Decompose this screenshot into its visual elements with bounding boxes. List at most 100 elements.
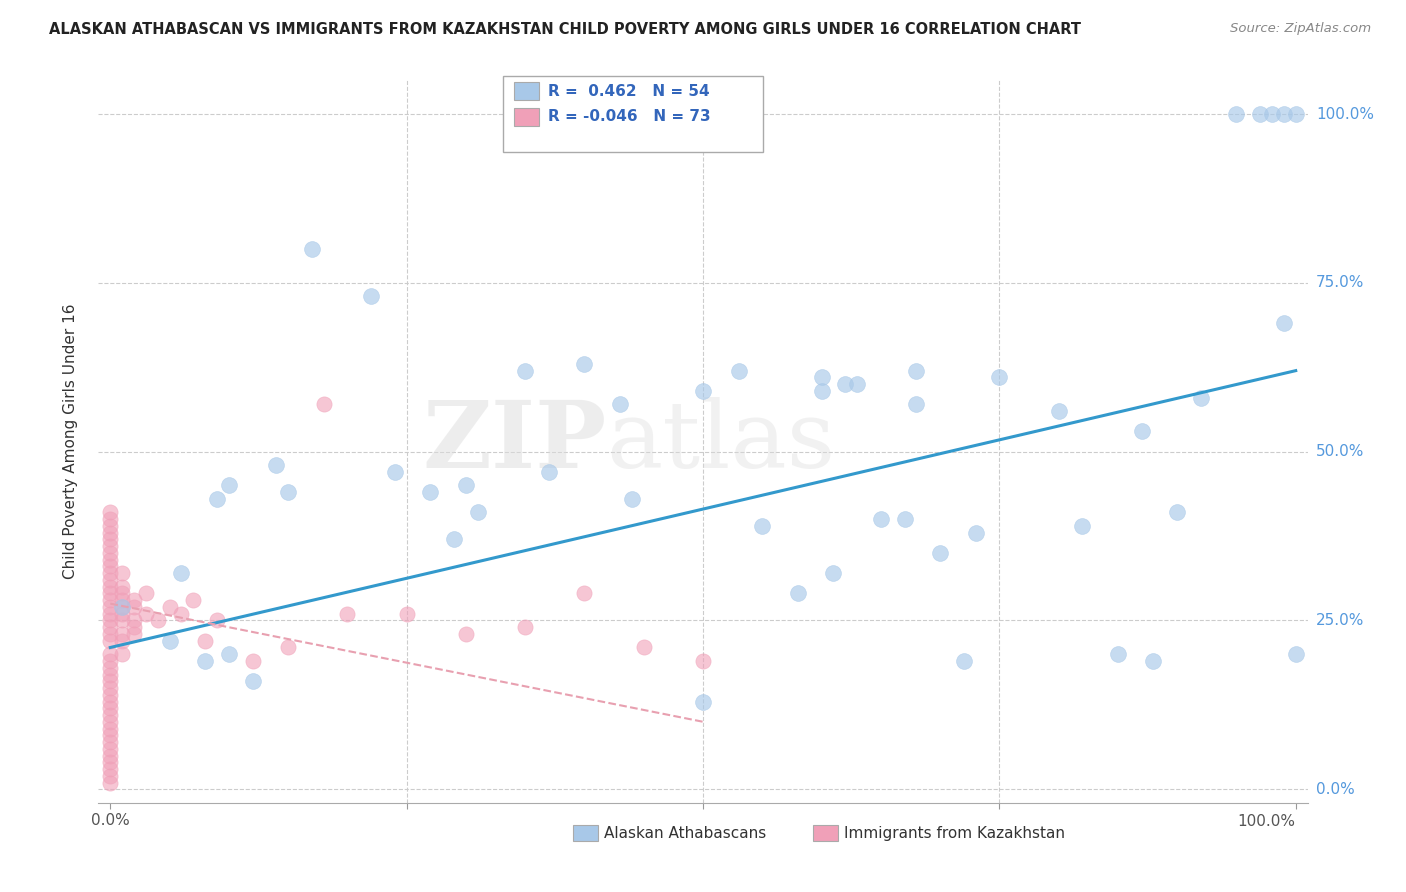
Point	[98, 735, 121, 749]
Point	[98, 519, 121, 533]
Text: 0.0%: 0.0%	[1316, 781, 1354, 797]
Point	[98, 559, 121, 574]
Point	[98, 607, 121, 621]
Point	[98, 708, 121, 723]
Text: Immigrants from Kazakhstan: Immigrants from Kazakhstan	[844, 826, 1064, 840]
Point	[98, 728, 121, 742]
Text: R = -0.046   N = 73: R = -0.046 N = 73	[548, 110, 710, 124]
Point	[111, 586, 134, 600]
Point	[98, 748, 121, 763]
Point	[360, 289, 382, 303]
Point	[751, 519, 773, 533]
Point	[111, 599, 134, 614]
Point	[692, 654, 714, 668]
Point	[786, 586, 808, 600]
Text: R =  0.462   N = 54: R = 0.462 N = 54	[548, 84, 709, 98]
Point	[692, 384, 714, 398]
Point	[122, 627, 145, 641]
Point	[242, 674, 264, 689]
Point	[692, 694, 714, 708]
Point	[810, 384, 832, 398]
Point	[205, 614, 228, 628]
Point	[574, 586, 596, 600]
Point	[98, 674, 121, 689]
Point	[1047, 404, 1070, 418]
Point	[98, 580, 121, 594]
Point	[98, 661, 121, 675]
Point	[1107, 647, 1129, 661]
Point	[98, 627, 121, 641]
Point	[1272, 317, 1295, 331]
Point	[467, 505, 489, 519]
Point	[122, 614, 145, 628]
Point	[111, 593, 134, 607]
Point	[384, 465, 406, 479]
Text: ZIP: ZIP	[422, 397, 606, 486]
Point	[98, 647, 121, 661]
Point	[98, 525, 121, 540]
Point	[122, 599, 145, 614]
Point	[111, 607, 134, 621]
Point	[98, 681, 121, 695]
Point	[454, 627, 477, 641]
Point	[277, 485, 299, 500]
Text: 100.0%: 100.0%	[1316, 106, 1374, 121]
Point	[98, 599, 121, 614]
Point	[620, 491, 643, 506]
Point	[181, 593, 204, 607]
Point	[194, 633, 217, 648]
Point	[98, 701, 121, 715]
Text: 50.0%: 50.0%	[1316, 444, 1364, 459]
Point	[98, 714, 121, 729]
Point	[98, 756, 121, 770]
Point	[537, 465, 560, 479]
Point	[194, 654, 217, 668]
Point	[988, 370, 1011, 384]
Point	[159, 633, 181, 648]
Point	[515, 620, 537, 634]
Point	[312, 397, 335, 411]
Point	[111, 633, 134, 648]
Point	[1225, 107, 1247, 121]
Point	[264, 458, 287, 472]
Point	[905, 364, 928, 378]
Point	[454, 478, 477, 492]
Point	[1142, 654, 1164, 668]
Point	[98, 769, 121, 783]
Point	[98, 533, 121, 547]
Point	[277, 640, 299, 655]
Point	[218, 647, 240, 661]
Point	[1166, 505, 1188, 519]
Point	[242, 654, 264, 668]
Point	[1130, 425, 1153, 439]
Point	[609, 397, 631, 411]
Point	[810, 370, 832, 384]
Point	[952, 654, 974, 668]
Point	[170, 607, 193, 621]
Text: Alaskan Athabascans: Alaskan Athabascans	[605, 826, 766, 840]
Point	[146, 614, 169, 628]
Point	[98, 593, 121, 607]
Point	[98, 512, 121, 526]
Point	[633, 640, 655, 655]
Point	[98, 694, 121, 708]
Point	[135, 586, 157, 600]
Point	[929, 546, 952, 560]
Point	[1261, 107, 1284, 121]
Point	[218, 478, 240, 492]
Point	[170, 566, 193, 581]
Text: atlas: atlas	[606, 397, 835, 486]
Point	[1249, 107, 1271, 121]
Point	[98, 775, 121, 789]
Point	[98, 539, 121, 553]
Point	[111, 614, 134, 628]
Text: ALASKAN ATHABASCAN VS IMMIGRANTS FROM KAZAKHSTAN CHILD POVERTY AMONG GIRLS UNDER: ALASKAN ATHABASCAN VS IMMIGRANTS FROM KA…	[49, 22, 1081, 37]
Point	[98, 667, 121, 681]
Point	[98, 546, 121, 560]
Point	[111, 580, 134, 594]
Point	[98, 566, 121, 581]
Point	[905, 397, 928, 411]
Point	[1071, 519, 1094, 533]
Point	[869, 512, 891, 526]
Point	[98, 614, 121, 628]
